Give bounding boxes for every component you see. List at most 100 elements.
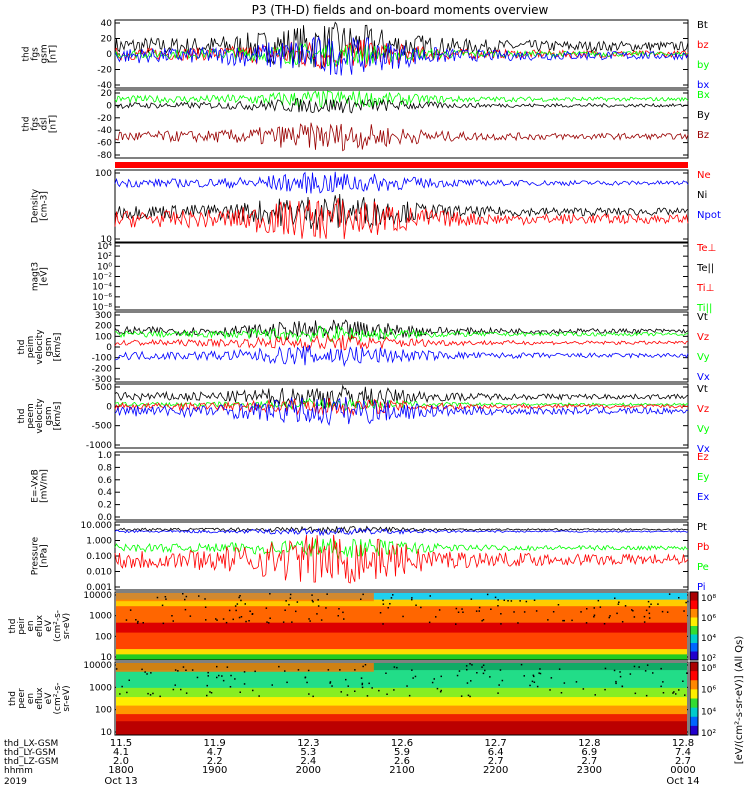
spectrogram-speck [329, 682, 331, 684]
spectrogram-speck [457, 611, 460, 613]
series-Vt [114, 319, 689, 341]
spectrogram-speck [312, 601, 314, 603]
colorbar-label: [eV/(cm²-s-sr-eV)] (All Qs) [734, 636, 745, 765]
legend-Pe: Pe [697, 562, 709, 573]
spectrogram-speck [198, 595, 200, 597]
spectrogram-speck [382, 603, 385, 605]
spectrogram-speck [501, 679, 504, 682]
panel-frame [114, 661, 689, 736]
spectrogram-speck [673, 691, 675, 693]
figure-title: P3 (TH-D) fields and on-board moments ov… [252, 3, 549, 17]
spectrogram-speck [547, 619, 549, 621]
y-tick-label: 0.001 [86, 583, 112, 593]
spectrogram-speck [362, 593, 364, 596]
spectrogram-speck [222, 618, 225, 620]
y-axis-label: thd fgs gsm [nT] [22, 44, 59, 63]
series-Ne [114, 197, 689, 240]
spectrogram-speck [345, 678, 347, 681]
spectrogram-speck [230, 674, 232, 677]
series-Vt [114, 384, 689, 409]
spectrogram-speck [497, 605, 499, 607]
spectrogram-speck [619, 675, 622, 678]
panel-frame [114, 169, 689, 243]
spectrogram-speck [222, 679, 225, 682]
series-Vx [114, 345, 689, 368]
spectrogram-speck [390, 597, 393, 599]
y-label-line: thd [17, 409, 27, 424]
y-tick-label: 10⁰ [97, 262, 112, 272]
spectrogram-speck [497, 692, 499, 694]
y-label-line: [mV/m] [40, 469, 50, 503]
spectrogram-speck [240, 599, 242, 602]
colorbar-segment [690, 689, 698, 699]
time-row-label: thd_LZ-GSM [4, 757, 59, 767]
legend-Te||: Te|| [696, 263, 714, 274]
spectrogram-speck [368, 682, 370, 685]
spectrogram-speck [142, 622, 144, 624]
year-label: 2019 [4, 777, 27, 787]
colorbar-tick: 10⁶ [701, 614, 716, 624]
spectrogram-band [116, 593, 687, 601]
spectrogram-speck [284, 609, 286, 611]
spectrogram-speck [462, 611, 464, 613]
colorbar-segment [690, 617, 698, 627]
series-by [114, 42, 689, 68]
spectrogram-speck [147, 692, 149, 695]
spectrogram-speck [304, 676, 307, 678]
spectrogram-speck [309, 620, 311, 622]
spectrogram-speck [408, 694, 411, 697]
spectrogram-band [116, 663, 374, 672]
spectrogram-speck [285, 600, 287, 602]
colorbar-tick: 10² [701, 654, 716, 664]
spectrogram-speck [458, 670, 461, 672]
time-row-value: 6.4 [488, 747, 504, 758]
y-tick-label: 500 [95, 383, 112, 393]
y-label-line: eflux [35, 687, 45, 710]
time-row-value: 1800 [108, 765, 133, 776]
spectrogram-speck [619, 671, 621, 673]
time-row-value: 12.8 [578, 738, 600, 749]
y-tick-label: 10⁻⁶ [92, 293, 112, 303]
y-tick-label: -100 [92, 354, 113, 364]
y-label-line: peer [17, 688, 27, 709]
spectrogram-speck [354, 669, 356, 671]
spectrogram-speck [470, 680, 472, 682]
y-tick-label: 0 [106, 343, 112, 353]
spectrogram-speck [177, 670, 179, 672]
spectrogram-speck [317, 605, 320, 607]
legend-Te⊥: Te⊥ [696, 243, 716, 254]
spectrogram-band [116, 670, 687, 689]
spectrogram-speck [660, 685, 662, 688]
spectrogram-speck [597, 599, 600, 602]
legend-Ti||: Ti|| [696, 303, 712, 314]
series-Pi [114, 534, 689, 584]
spectrogram-speck [239, 691, 241, 693]
panel-frame [114, 242, 689, 311]
spectrogram-speck [632, 610, 634, 612]
spectrogram-speck [536, 685, 539, 688]
time-row-value: 0000 [670, 765, 695, 776]
series-Npot [114, 171, 689, 194]
spectrogram-speck [366, 695, 369, 697]
spectrogram-speck [382, 599, 384, 602]
panel-fgs_gsm: 40 20 0 -20 -40 thd fgs gsm [nT] Bt bz by bx [22, 19, 710, 91]
spectrogram-speck [286, 681, 288, 684]
spectrogram-speck [346, 694, 349, 696]
spectrogram-speck [146, 673, 148, 675]
y-tick-label: 0.010 [86, 568, 112, 578]
spectrogram-speck [429, 595, 431, 597]
spectrogram-speck [478, 610, 480, 612]
spectrogram-speck [149, 694, 152, 696]
spectrogram-speck [608, 616, 610, 619]
y-tick-label: 100 [95, 169, 112, 179]
spectrogram-speck [469, 695, 471, 698]
y-tick-label: 1.0 [98, 451, 113, 461]
y-tick-label: -20 [97, 114, 112, 124]
y-axis-label: magt3 [eV] [31, 262, 50, 291]
y-label-line: [eV] [40, 267, 50, 286]
spectrogram-speck [498, 684, 500, 686]
spectrogram-speck [125, 619, 128, 621]
